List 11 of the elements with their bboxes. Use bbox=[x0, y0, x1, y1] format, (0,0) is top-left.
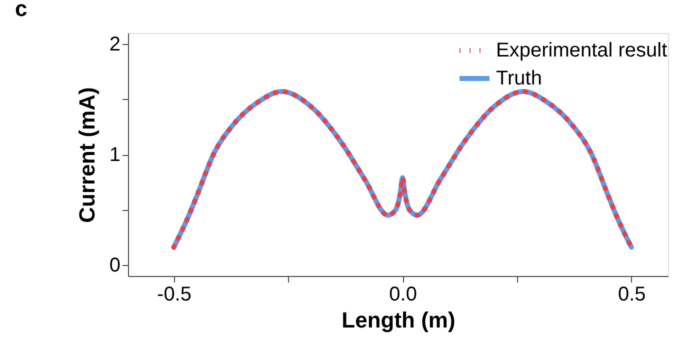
x-tick-label: 0.5 bbox=[618, 284, 646, 306]
y-tick-label: 2 bbox=[109, 34, 120, 56]
y-tick-label: 1 bbox=[109, 144, 120, 166]
chart-title: c bbox=[15, 0, 28, 21]
legend-label: Truth bbox=[496, 68, 542, 90]
y-tick-label: 0 bbox=[109, 254, 120, 276]
y-axis-title: Current (mA) bbox=[74, 87, 100, 223]
x-axis-title: Length (m) bbox=[342, 308, 456, 332]
x-tick-label: 0.0 bbox=[389, 284, 417, 306]
legend-label: Experimental result bbox=[496, 40, 668, 62]
x-tick-label: -0.5 bbox=[157, 284, 192, 306]
